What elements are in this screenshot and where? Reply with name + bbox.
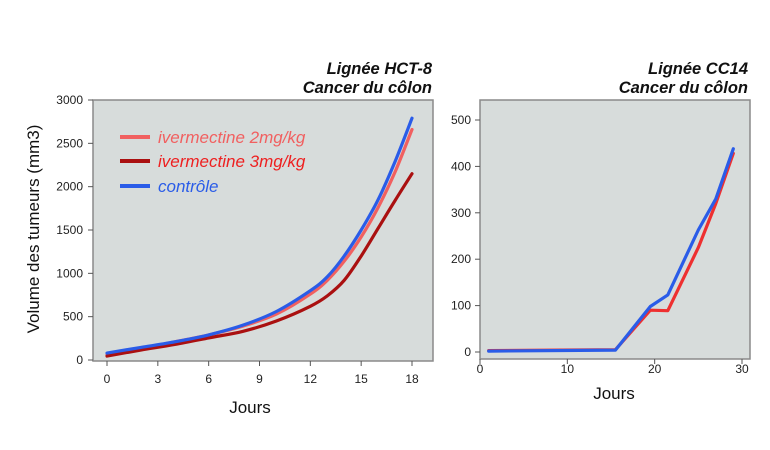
legend-label-ivermectine-2: ivermectine 2mg/kg <box>158 128 306 147</box>
x-tick-label: 15 <box>354 372 368 386</box>
y-tick-label: 0 <box>76 353 83 367</box>
y-tick-label: 0 <box>464 345 471 359</box>
x-tick-label: 10 <box>561 362 575 376</box>
y-tick-label: 100 <box>451 299 471 313</box>
series-line-3 <box>105 116 414 355</box>
x-axis-label: Jours <box>229 398 271 417</box>
legend: ivermectine 2mg/kg ivermectine 3mg/kg co… <box>120 128 306 196</box>
x-tick-label: 0 <box>104 372 111 386</box>
series-line-2 <box>105 172 414 358</box>
y-tick-label: 500 <box>451 113 471 127</box>
chart-cc14: Lignée CC14 Cancer du côlon 010020030040… <box>451 60 751 403</box>
y-tick-label: 1500 <box>56 223 83 237</box>
series-group <box>487 147 735 353</box>
chart-title-line-2: Cancer du côlon <box>303 79 432 97</box>
y-tick-label: 1000 <box>56 266 83 280</box>
chart-hct8: Lignée HCT-8 Cancer du côlon 05001000150… <box>24 60 434 417</box>
x-tick-label: 30 <box>735 362 749 376</box>
legend-label-controle: contrôle <box>158 177 218 196</box>
y-tick-label: 400 <box>451 159 471 173</box>
y-tick-label: 3000 <box>56 93 83 107</box>
x-tick-label: 20 <box>648 362 662 376</box>
chart-title-line-1: Lignée HCT-8 <box>327 60 433 78</box>
x-tick-label: 0 <box>477 362 484 376</box>
x-tick-label: 9 <box>256 372 263 386</box>
x-tick-label: 12 <box>304 372 318 386</box>
x-tick-label: 6 <box>205 372 212 386</box>
legend-label-ivermectine-3: ivermectine 3mg/kg <box>158 152 306 171</box>
series-line-2 <box>487 147 735 353</box>
x-tick-label: 3 <box>154 372 161 386</box>
chart-title-line-2: Cancer du côlon <box>619 79 748 97</box>
axes: 0 100 200 300 400 500 0 10 20 30 <box>451 113 749 376</box>
series-group <box>105 116 414 358</box>
x-axis-label: Jours <box>593 384 635 403</box>
y-tick-label: 200 <box>451 252 471 266</box>
y-tick-label: 300 <box>451 206 471 220</box>
y-axis-label: Volume des tumeurs (mm3) <box>24 125 43 334</box>
plot-area <box>479 99 751 360</box>
x-tick-label: 18 <box>405 372 419 386</box>
y-tick-label: 2500 <box>56 136 83 150</box>
y-tick-label: 500 <box>63 310 83 324</box>
chart-title-line-1: Lignée CC14 <box>648 60 748 78</box>
y-tick-label: 2000 <box>56 180 83 194</box>
axes: 0 500 1000 1500 2000 2500 3000 0 3 6 9 12 15 18 <box>56 93 419 386</box>
